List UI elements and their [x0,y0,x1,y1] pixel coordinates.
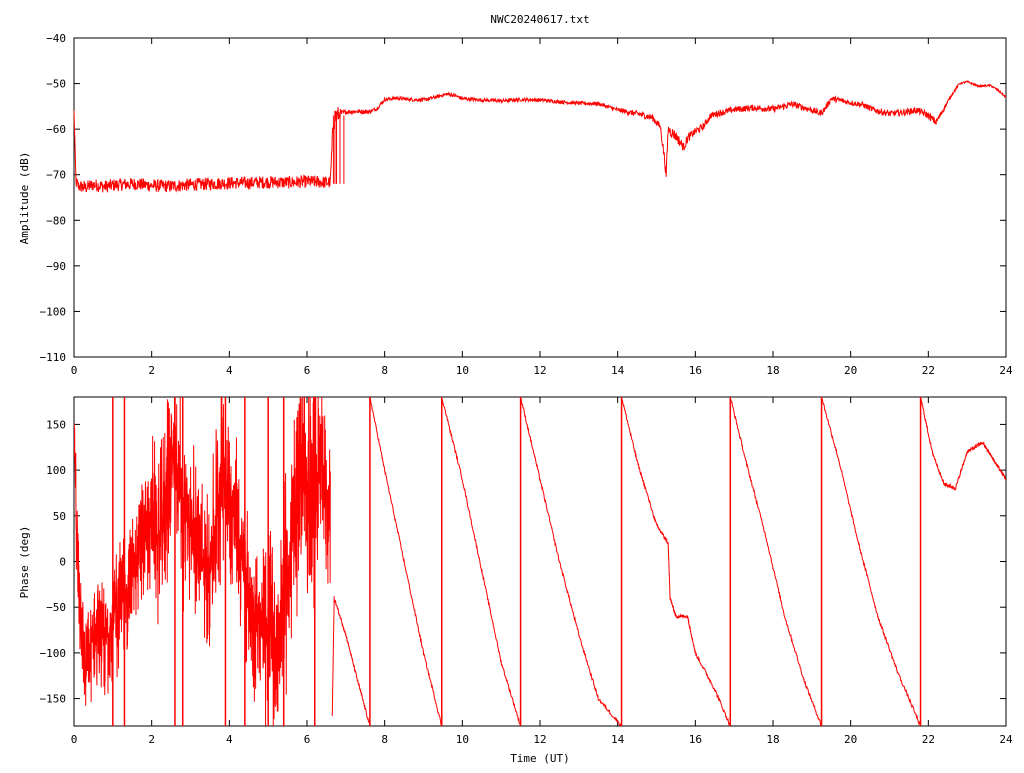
phase-smooth-series-line [441,397,522,726]
phase-x-tick-label: 0 [71,733,78,746]
phase-y-tick-label: 100 [46,464,66,477]
phase-y-tick-label: −150 [40,693,67,706]
phase-smooth-series-line [729,397,822,726]
phase-smooth-series-line [369,397,443,726]
phase-y-tick-label: 150 [46,418,66,431]
phase-x-tick-label: 4 [226,733,233,746]
phase-y-tick-label: −50 [46,601,66,614]
amplitude-plot-frame [73,37,1007,358]
amplitude-x-tick-label: 18 [766,364,779,377]
phase-x-tick-label: 24 [999,733,1013,746]
phase-x-tick-label: 6 [304,733,311,746]
phase-x-tick-label: 16 [689,733,702,746]
amplitude-x-tick-label: 8 [381,364,388,377]
phase-x-tick-label: 20 [844,733,857,746]
phase-y-tick-label: −100 [40,647,67,660]
phase-x-tick-label: 12 [533,733,546,746]
phase-y-tick-label: 50 [53,510,66,523]
amplitude-x-tick-label: 4 [226,364,233,377]
chart-title: NWC20240617.txt [490,13,589,26]
amplitude-y-tick-label: −80 [46,214,66,227]
phase-x-axis-label: Time (UT) [510,752,570,765]
amplitude-x-tick-label: 12 [533,364,546,377]
amplitude-y-tick-label: −60 [46,123,66,136]
phase-x-tick-label: 8 [381,733,388,746]
amplitude-y-tick-label: −40 [46,32,66,45]
phase-x-tick-label: 2 [148,733,155,746]
phase-smooth-series-line [520,397,623,726]
amplitude-y-axis-label: Amplitude (dB) [18,152,31,245]
amplitude-x-tick-label: 2 [148,364,155,377]
amplitude-panel: Amplitude (dB) 0 2 4 6 8 10 12 14 16 18 20 22 24−110… [18,32,1013,377]
amplitude-y-tick-label: −70 [46,169,66,182]
amplitude-x-tick-label: 24 [999,364,1013,377]
amplitude-x-tick-label: 20 [844,364,857,377]
amplitude-x-tick-label: 0 [71,364,78,377]
amplitude-x-tick-label: 6 [304,364,311,377]
phase-x-tick-label: 18 [766,733,779,746]
phase-smooth-series-line [821,397,921,726]
phase-x-tick-label: 10 [456,733,469,746]
amplitude-y-tick-label: −50 [46,78,66,91]
phase-x-tick-label: 22 [922,733,935,746]
amplitude-x-tick-label: 10 [456,364,469,377]
phase-smooth-series-line [920,397,1006,491]
phase-smooth-series-line [331,596,371,726]
amplitude-y-tick-label: −100 [40,305,67,318]
phase-y-axis-label: Phase (deg) [18,526,31,599]
amplitude-y-tick-label: −90 [46,260,66,273]
amplitude-x-tick-label: 16 [689,364,702,377]
phase-y-tick-label: 0 [59,556,66,569]
phase-smooth-series-line [621,397,731,726]
phase-noisy-series-line [74,397,331,726]
amplitude-series-line [73,79,1007,193]
phase-panel: Phase (deg) Time (UT) 0 2 4 6 8 10 12 14 16 18 20 2… [18,396,1013,765]
amplitude-x-tick-label: 14 [611,364,625,377]
amplitude-x-tick-label: 22 [922,364,935,377]
phase-x-tick-label: 14 [611,733,625,746]
amplitude-y-tick-label: −110 [40,351,67,364]
